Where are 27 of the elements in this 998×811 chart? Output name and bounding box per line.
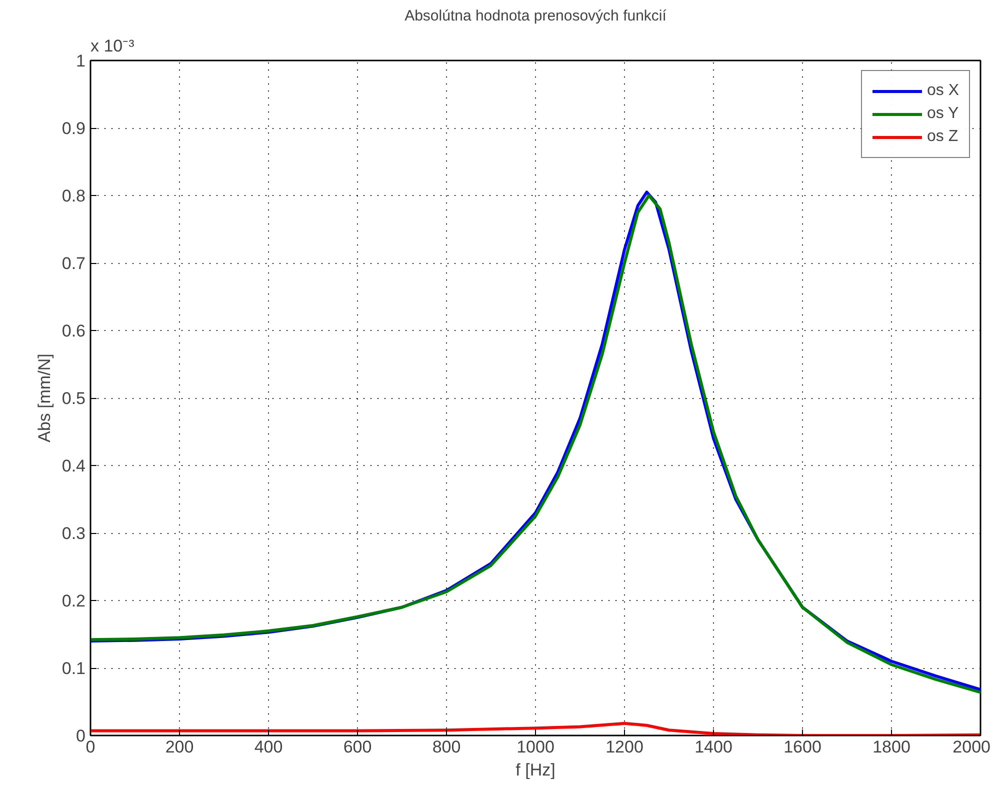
y-tick-label: 0.1 bbox=[62, 659, 86, 678]
legend-label: os Y bbox=[926, 105, 959, 123]
x-tick-label: 2000 bbox=[952, 738, 991, 756]
x-tick-label: 600 bbox=[343, 738, 372, 756]
x-tick-label: 400 bbox=[254, 738, 283, 756]
legend-label: os X bbox=[926, 82, 959, 100]
y-tick-label: 1 bbox=[76, 52, 86, 70]
x-tick-label: 1200 bbox=[606, 738, 644, 756]
y-tick-label: 0.7 bbox=[62, 254, 86, 273]
y-tick-label: 0.9 bbox=[62, 119, 86, 138]
y-axis-title: Abs [mm/N] bbox=[34, 354, 54, 442]
y-tick-label: 0.5 bbox=[62, 389, 86, 408]
y-tick-label: 0.3 bbox=[62, 524, 86, 543]
y-tick-label: 0.4 bbox=[62, 456, 86, 476]
x-tick-label: 800 bbox=[432, 738, 461, 756]
x-tick-label: 1800 bbox=[872, 738, 910, 756]
y-tick-label: 0.2 bbox=[62, 592, 86, 610]
y-tick-label: 0.6 bbox=[62, 322, 86, 340]
y-tick-label: 0.8 bbox=[62, 186, 86, 206]
x-axis-title: f [Hz] bbox=[516, 760, 556, 780]
chart-title: Absolútna hodnota prenosových funkcií bbox=[404, 8, 668, 24]
legend-label: os Z bbox=[926, 128, 958, 146]
text: x 10⁻³ bbox=[90, 36, 135, 56]
x-tick-label: 1000 bbox=[516, 738, 554, 756]
x-tick-label: 1400 bbox=[694, 738, 732, 756]
x-tick-label: 1600 bbox=[784, 738, 822, 756]
x-tick-label: 200 bbox=[165, 738, 194, 756]
